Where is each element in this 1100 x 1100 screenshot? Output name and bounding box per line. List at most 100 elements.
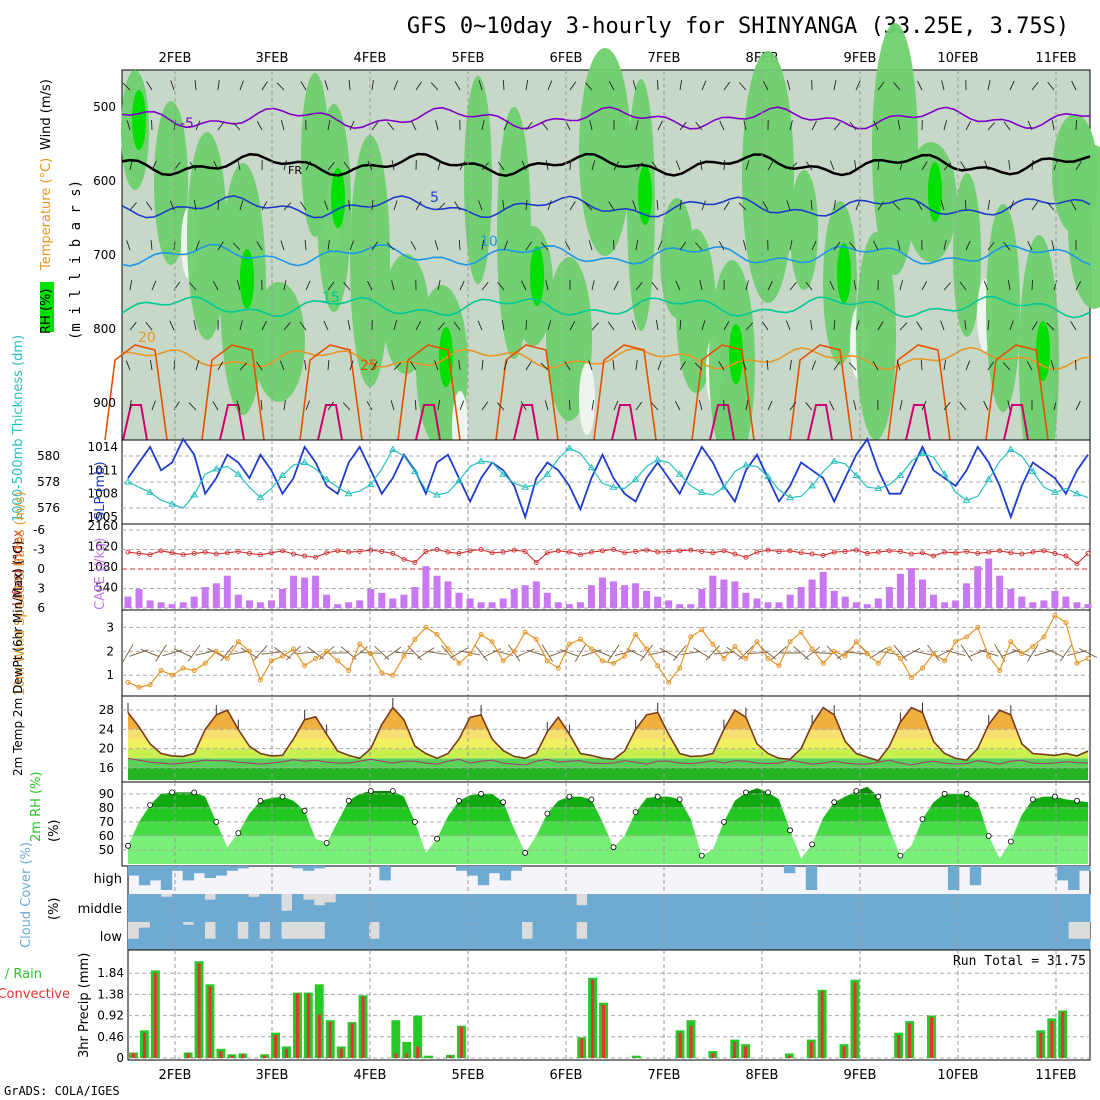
cloud-bar-middle-3	[160, 896, 173, 922]
cape-bar-4	[168, 604, 176, 608]
cloud-bar-low-21	[357, 922, 369, 950]
cape-bar-77	[974, 566, 982, 608]
precip-conv-bar-17	[317, 1014, 321, 1058]
precip-conv-bar-41	[580, 1038, 584, 1058]
upper-wind-barb	[194, 80, 197, 91]
upper-wind-barb	[503, 240, 509, 251]
upper-wind-barb	[1046, 202, 1055, 211]
upper-wind-barb	[987, 241, 995, 251]
wind-barb-13	[261, 651, 282, 655]
cape-bar-40	[565, 604, 573, 608]
cloud-bar-low-76	[958, 922, 971, 950]
upper-wind-barb	[415, 81, 422, 91]
isotherm-25-bump-4	[495, 344, 559, 441]
credit-label: GrADS: COLA/IGES	[4, 1084, 120, 1098]
wind-speed-point-82	[1030, 644, 1036, 649]
cloud-bar-middle-53	[707, 894, 719, 922]
upper-wind-barb	[745, 280, 749, 291]
rh-point-76	[963, 790, 970, 797]
cape-bar-47	[643, 590, 651, 608]
wind-barb-10	[228, 650, 249, 656]
precip-conv-bar-24	[394, 1053, 398, 1058]
wind-barb-87	[1078, 648, 1098, 658]
cape-bar-87	[1084, 604, 1092, 608]
upper-wind-barb	[481, 401, 489, 411]
upper-wind-barb	[983, 400, 989, 411]
wind-barb-33	[482, 648, 502, 658]
rh-ytick-60: 60	[99, 829, 114, 843]
upper-wind-barb	[371, 361, 378, 371]
upper-wind-barb	[940, 200, 945, 211]
upper-wind-barb	[1002, 362, 1011, 371]
cloud-bar-high-85	[1057, 866, 1069, 881]
wind-speed-point-37	[533, 636, 539, 642]
rh-ytick-90: 90	[99, 787, 114, 801]
cloud-bar-low-77	[969, 922, 982, 950]
cloud-bar-low-42	[587, 922, 599, 950]
upper-wind-barb	[719, 120, 725, 131]
cloud-bar-low-57	[751, 922, 763, 950]
upper-wind-barb	[415, 201, 422, 211]
upper-wind-barb	[762, 321, 769, 331]
rh-point-22	[367, 788, 374, 794]
lifted-index-line	[127, 548, 1089, 565]
cloud-bar-high-30	[456, 866, 468, 871]
cape-bar-80	[1007, 589, 1015, 608]
upper-wind-barb	[233, 122, 241, 131]
upper-wind-barb	[921, 161, 928, 171]
upper-wind-barb	[632, 80, 637, 91]
upper-wind-barb	[502, 200, 505, 211]
wind-speed-point-80	[1008, 639, 1014, 645]
wind-speed-point-79	[997, 668, 1003, 673]
cape-li-panel: -6 -3 0 3 6 540 1080 1620 2160 Lifted Index CAPE…	[11, 519, 1092, 615]
thickness-line	[127, 447, 1089, 509]
upper-wind-barb	[300, 201, 307, 211]
wind-speed-point-81	[1019, 651, 1025, 657]
upper-wind-barb	[984, 160, 989, 171]
top-date-11FEB: 11FEB	[1035, 51, 1076, 66]
wind-barb-53	[705, 645, 720, 661]
upper-wind-barb	[1047, 81, 1055, 91]
upper-wind-barb	[212, 280, 219, 291]
cloud-bar-middle-25	[401, 894, 413, 922]
cloud-bar-high-2	[149, 866, 162, 881]
cape-ylabel: CAPE (J/kg)	[93, 538, 108, 610]
cloud-bar-high-34	[499, 866, 512, 881]
upper-wind-barb	[1003, 121, 1011, 131]
wind-barb-72	[912, 650, 933, 656]
cloud-bar-low-35	[510, 922, 522, 950]
thickness-point-80	[1006, 445, 1015, 452]
isotherm-30-bump-4	[513, 404, 539, 441]
wind-speed-point-78	[986, 653, 992, 659]
bottom-date-3FEB: 3FEB	[256, 1068, 289, 1083]
upper-wind-barb	[525, 241, 533, 251]
lifted-index-point-59	[776, 549, 782, 554]
thickness-ytick-580: 580	[37, 449, 60, 463]
upper-wind-barb	[371, 241, 378, 251]
wind-speed-point-69	[886, 646, 892, 652]
wind-speed-point-38	[544, 658, 550, 664]
upper-wind-barb	[146, 81, 153, 91]
lifted-index-point-63	[820, 552, 826, 558]
upper-wind-barb	[195, 120, 201, 131]
thickness-point-4	[168, 500, 177, 507]
cloud-bar-low-82	[1024, 922, 1036, 950]
cloud-bar-high-5	[182, 866, 195, 881]
thickness-point-58	[764, 472, 772, 480]
lifted-index-point-36	[522, 549, 528, 554]
upper-wind-barb	[478, 80, 483, 91]
run-total-label: Run Total = 31.75	[953, 954, 1086, 969]
upper-wind-barb	[743, 120, 747, 131]
thickness-point-54	[719, 483, 728, 490]
upper-wind-barb	[300, 81, 307, 91]
upper-wind-barb	[349, 120, 355, 131]
thickness-point-32	[477, 457, 485, 464]
cape-bar-16	[301, 577, 309, 608]
upper-wind-barb	[833, 80, 837, 91]
wind-barb-25	[393, 651, 414, 655]
cloud-bar-middle-1	[138, 894, 151, 922]
wind-barb-15	[286, 645, 301, 661]
upper-wind-barb	[544, 400, 549, 411]
upper-wind-barb	[213, 160, 219, 171]
wind-speed-point-64	[831, 648, 837, 654]
